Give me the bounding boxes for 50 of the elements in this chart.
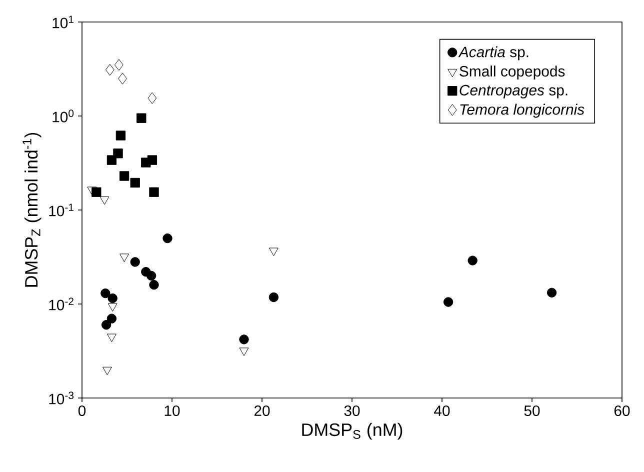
legend-label: Small copepods [460,66,565,80]
point [120,254,130,262]
point [546,288,557,298]
x-tick-label: 20 [254,405,270,416]
point [136,113,146,123]
legend-label: Acartia sp. [458,46,528,60]
point [106,314,117,324]
point [149,280,159,290]
y-tick-label: 10$^{-2}$ [49,298,74,310]
point [443,297,454,307]
point [239,334,249,344]
point [147,155,158,165]
x-axis-title: DMSP$_{S}$ (nM) [302,422,402,440]
point [102,366,112,376]
x-tick-label: 30 [344,405,360,416]
point [118,72,127,84]
point [130,178,140,188]
point [108,303,118,312]
point [268,248,278,256]
x-tick-label: 0 [78,405,86,416]
y-axis-title: DMSP$_{Z}$ (nmol ind$^{-1}$) [22,132,42,287]
point [146,270,156,281]
point [468,256,478,266]
y-tick-label: 10$^{-1}$ [49,204,74,216]
point [100,196,110,205]
point [268,292,279,302]
y-tick-label: 10$^{-3}$ [49,392,74,404]
legend-label: Temora longicornis [460,104,584,118]
point [116,130,126,140]
point [149,187,159,197]
point [119,171,130,181]
point [113,148,123,158]
point [130,257,140,267]
point [108,293,118,304]
y-tick-label: 10$^{1}$ [52,16,74,28]
point [100,288,110,298]
point [114,59,124,71]
point [101,320,112,330]
x-tick-label: 60 [614,405,630,416]
x-tick-label: 50 [524,405,540,416]
point [106,334,116,342]
point [105,64,114,76]
x-tick-label: 10 [164,405,180,416]
point [239,348,249,356]
point [92,187,102,197]
y-tick-label: 10$^{0}$ [52,110,74,122]
point [162,233,172,244]
legend-label: Centropages sp. [460,84,568,98]
x-tick-label: 40 [434,405,450,416]
point [148,92,157,104]
